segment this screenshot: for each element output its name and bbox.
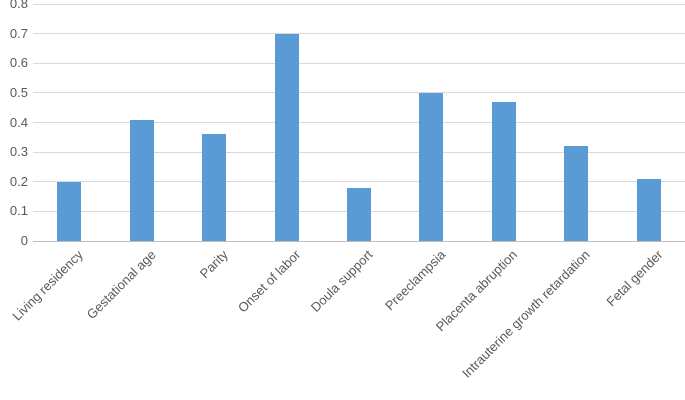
y-gridline-0.3 <box>33 151 685 153</box>
y-gridline-0.5 <box>33 92 685 94</box>
x-label-fetal-gender: Fetal gender <box>603 247 666 310</box>
y-tick-label-0.2: 0.2 <box>9 173 28 189</box>
y-gridline-0.4 <box>33 122 685 123</box>
y-tick-label-0.1: 0.1 <box>9 203 28 219</box>
y-tick-label-0.6: 0.6 <box>9 55 28 71</box>
x-label-preeclampsia: Preeclampsia <box>381 247 449 314</box>
bar-gestational-age <box>129 119 154 241</box>
x-label-doula-support: Doula support <box>307 247 376 315</box>
y-gridline-0.7 <box>33 33 685 35</box>
bar-placenta-abruption <box>491 101 516 241</box>
x-label-onset-of-labor: Onset of labor <box>234 247 304 316</box>
y-tick-label-0.3: 0.3 <box>9 144 28 160</box>
bar-intrauterine-growth-retardation <box>564 146 589 241</box>
x-label-gestational-age: Gestational age <box>83 247 159 323</box>
bar-doula-support <box>347 187 371 241</box>
y-tick-label-0.4: 0.4 <box>9 114 28 130</box>
x-label-intrauterine-growth-retardation: Intrauterine growth retardation <box>459 247 593 381</box>
bar-fetal-gender <box>636 178 661 241</box>
y-gridline-0.8 <box>33 3 685 5</box>
y-tick-label-0.8: 0.8 <box>9 0 28 11</box>
y-tick-label-0.7: 0.7 <box>9 25 28 41</box>
bar-onset-of-labor <box>274 33 299 241</box>
x-label-living-residency: Living residency <box>9 247 86 324</box>
bar-parity <box>202 134 227 241</box>
y-tick-label-0: 0 <box>20 233 28 248</box>
y-tick-label-0.5: 0.5 <box>9 84 28 100</box>
x-label-parity: Parity <box>196 247 231 282</box>
y-gridline-0.2 <box>33 181 685 183</box>
bar-preeclampsia <box>419 92 444 241</box>
bar-living-residency <box>57 181 82 241</box>
y-gridline-0.6 <box>33 62 685 64</box>
x-axis-line <box>33 240 685 242</box>
